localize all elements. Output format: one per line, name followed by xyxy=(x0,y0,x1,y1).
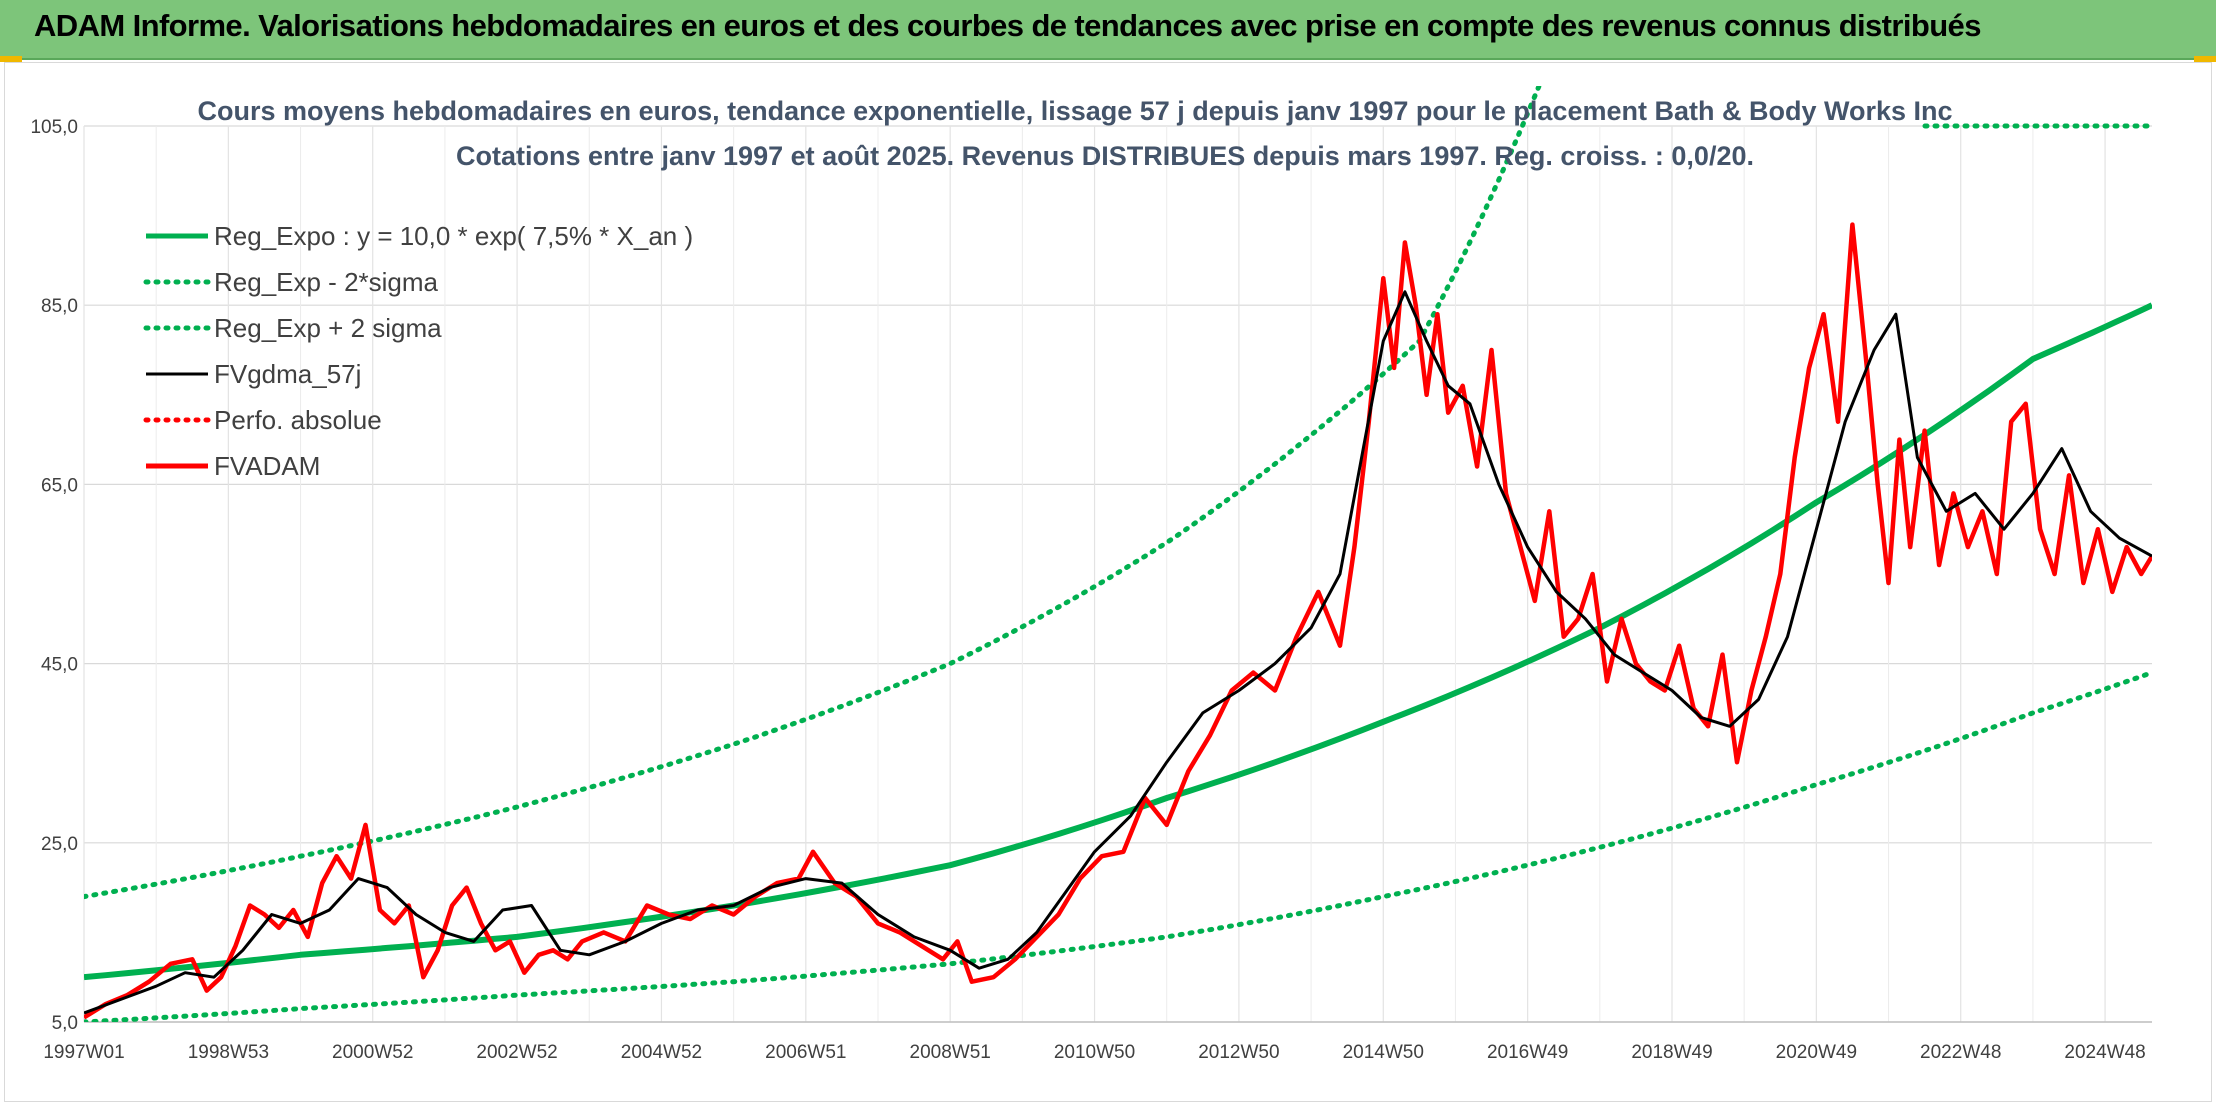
x-tick-label: 2024W48 xyxy=(2064,1042,2145,1063)
legend-label-1: Reg_Exp - 2*sigma xyxy=(214,267,439,297)
x-tick-label: 1997W01 xyxy=(43,1042,124,1063)
x-tick-label: 2000W52 xyxy=(332,1042,413,1063)
y-tick-label: 25,0 xyxy=(41,834,78,855)
legend-label-4: Perfo. absolue xyxy=(214,405,382,435)
y-tick-label: 5,0 xyxy=(52,1013,78,1034)
x-tick-label: 2018W49 xyxy=(1631,1042,1712,1063)
x-tick-label: 2006W51 xyxy=(765,1042,846,1063)
x-tick-label: 2004W52 xyxy=(621,1042,702,1063)
legend-label-0: Reg_Expo : y = 10,0 * exp( 7,5% * X_an ) xyxy=(214,221,693,251)
y-tick-label: 65,0 xyxy=(41,475,78,496)
y-tick-label: 85,0 xyxy=(41,296,78,317)
corner-accent-right xyxy=(2194,56,2216,62)
x-tick-label: 2002W52 xyxy=(476,1042,557,1063)
y-tick-label: 45,0 xyxy=(41,655,78,676)
chart-title: Cours moyens hebdomadaires en euros, ten… xyxy=(197,96,1952,126)
legend-label-2: Reg_Exp + 2 sigma xyxy=(214,313,442,343)
series-layer xyxy=(84,86,2155,1022)
header-banner: ADAM Informe. Valorisations hebdomadaire… xyxy=(0,0,2216,60)
corner-accent-left xyxy=(0,56,22,62)
chart-subtitle: Cotations entre janv 1997 et août 2025. … xyxy=(456,141,1754,171)
legend: Reg_Expo : y = 10,0 * exp( 7,5% * X_an )… xyxy=(143,221,693,481)
x-tick-label: 1998W53 xyxy=(188,1042,269,1063)
y-tick-label: 105,0 xyxy=(30,117,78,138)
x-tick-label: 2012W50 xyxy=(1198,1042,1279,1063)
chart-frame xyxy=(4,62,2212,1102)
y-axis-ticks: 5,0 25,0 45,0 65,0 85,0 105,0 xyxy=(30,117,78,1034)
series-line-1 xyxy=(84,670,2152,1022)
legend-label-5: FVADAM xyxy=(214,451,320,481)
page-title: ADAM Informe. Valorisations hebdomadaire… xyxy=(34,8,1981,43)
series-line-5 xyxy=(84,222,2152,1020)
x-tick-label: 2020W49 xyxy=(1776,1042,1857,1063)
series-line-0 xyxy=(84,302,2152,981)
x-tick-label: 2008W51 xyxy=(910,1042,991,1063)
x-tick-label: 2016W49 xyxy=(1487,1042,1568,1063)
x-tick-label: 2010W50 xyxy=(1054,1042,1135,1063)
series-line-3 xyxy=(84,290,2152,1015)
x-tick-label: 2014W50 xyxy=(1343,1042,1424,1063)
legend-label-3: FVgdma_57j xyxy=(214,359,361,389)
x-axis-ticks: 1997W01 1998W53 2000W52 2002W52 2004W52 2006W… xyxy=(43,1042,2145,1063)
series-line-2 xyxy=(84,86,1542,900)
x-tick-label: 2022W48 xyxy=(1920,1042,2001,1063)
grid-lines xyxy=(83,125,2152,1023)
